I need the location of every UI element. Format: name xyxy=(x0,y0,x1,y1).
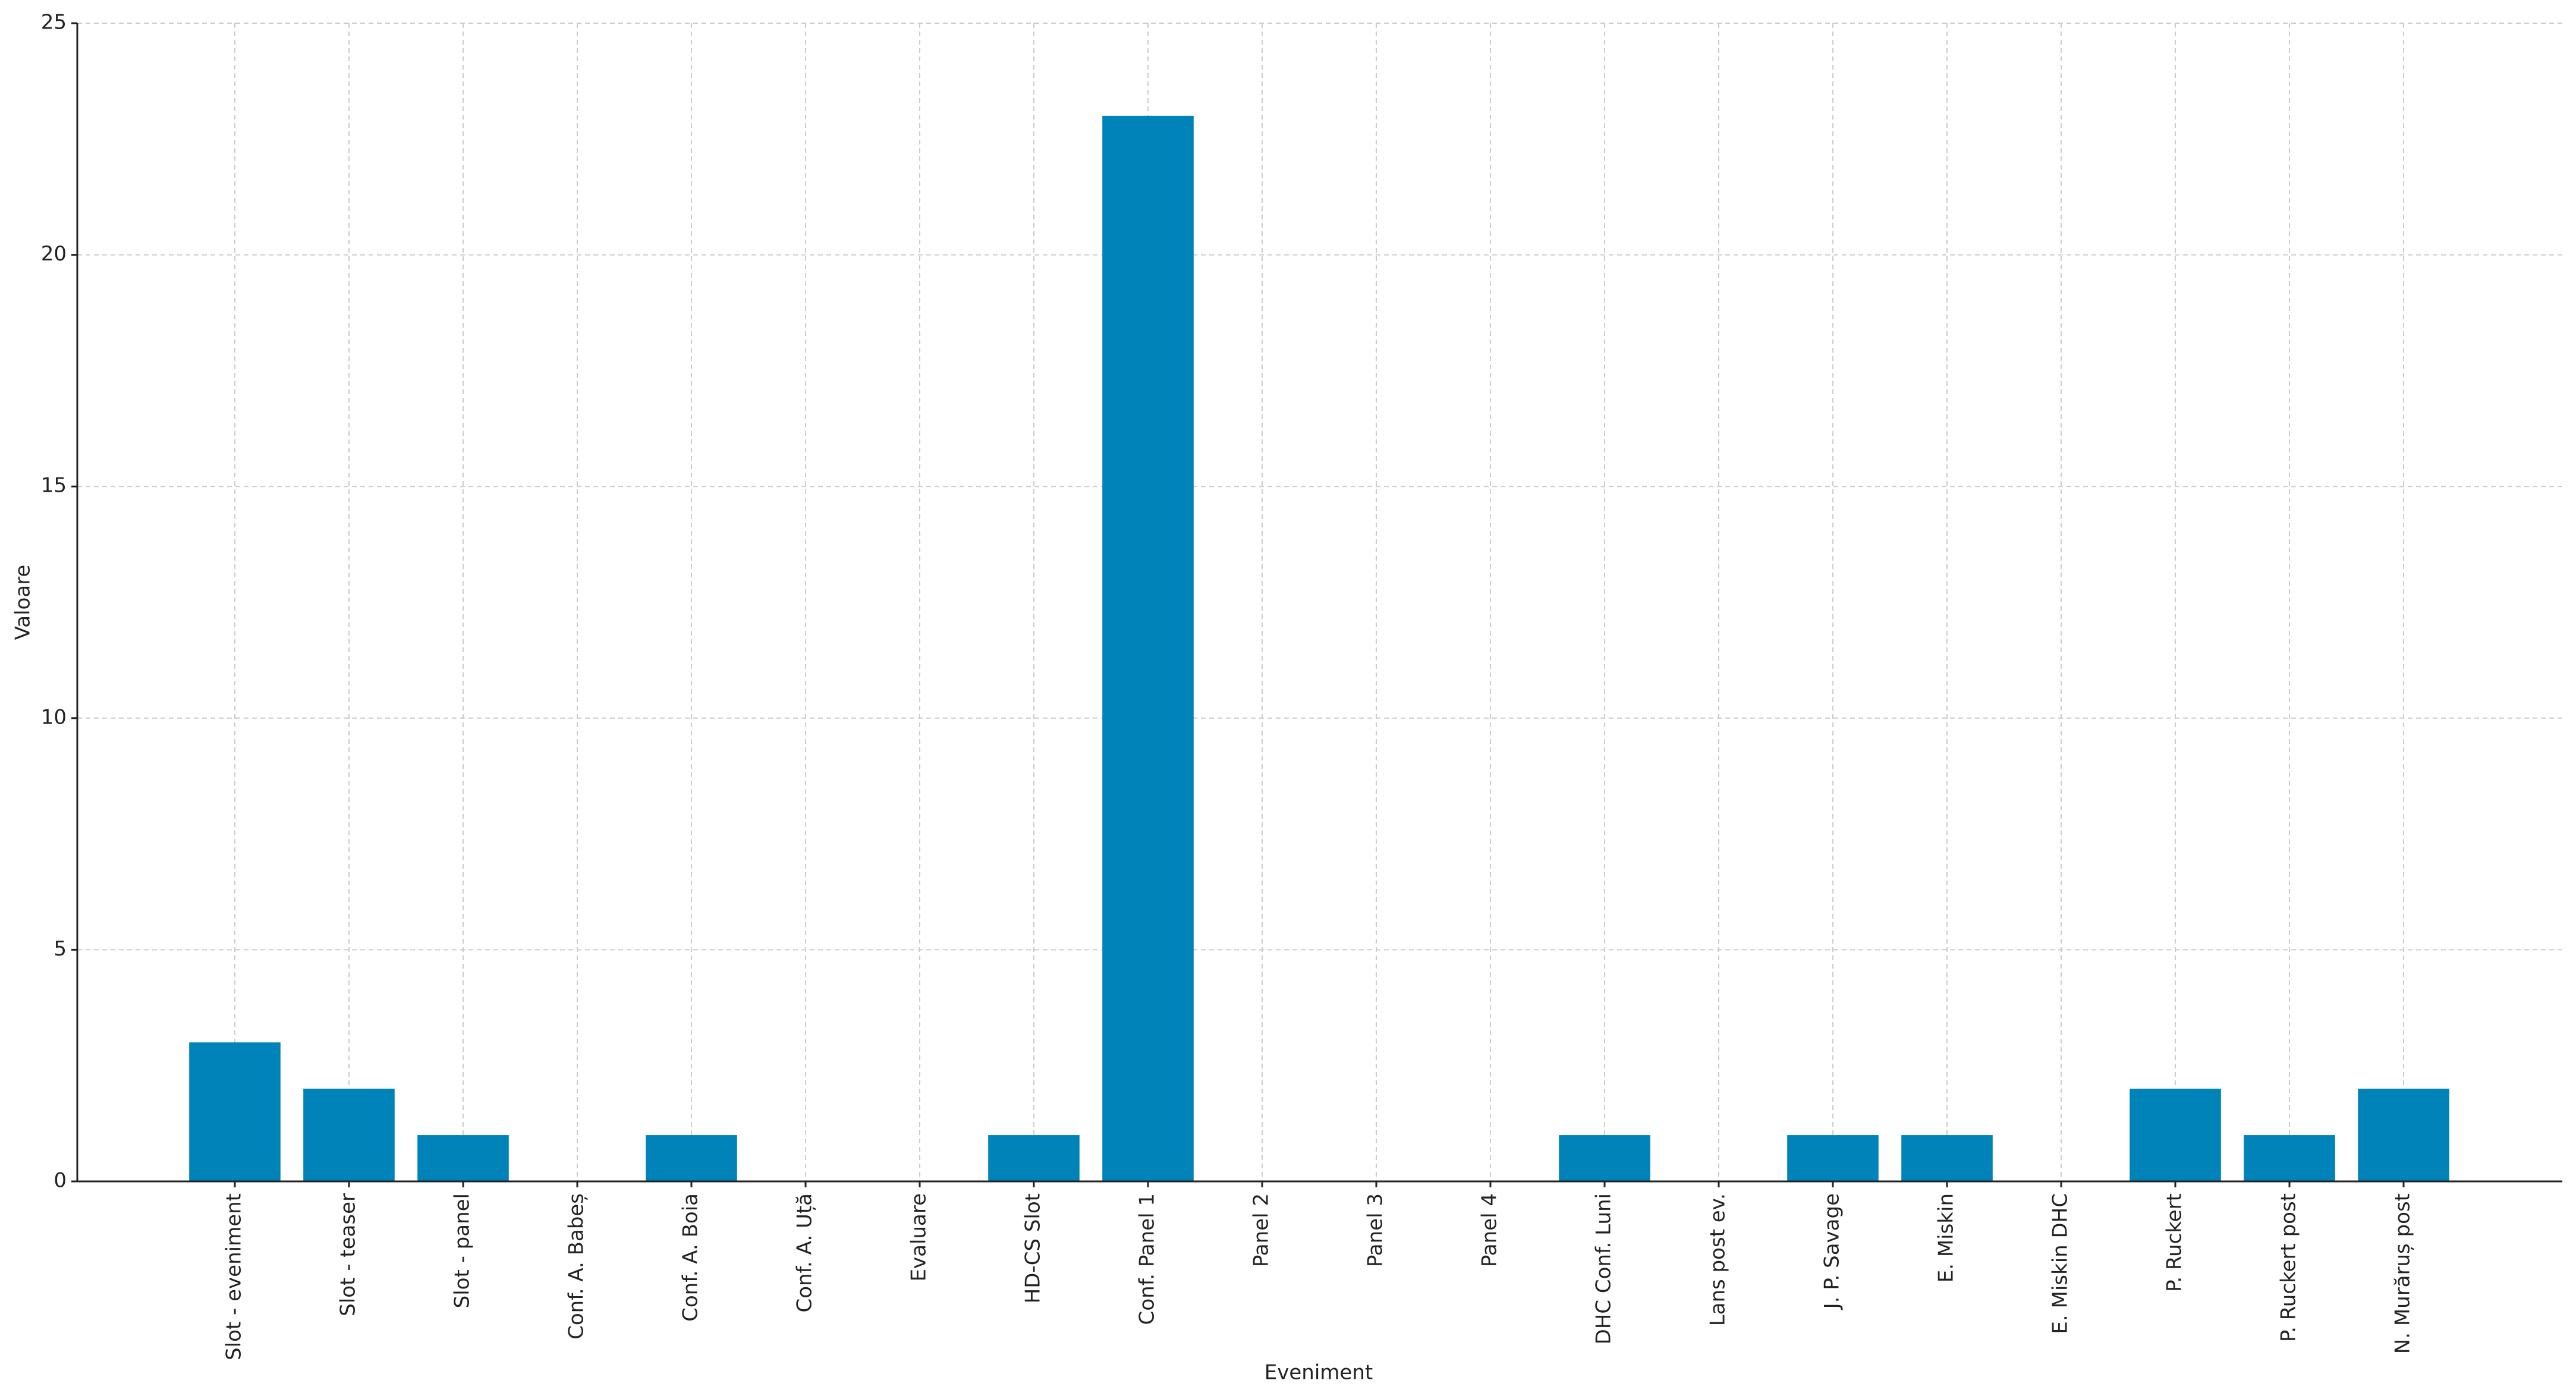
x-tick-label: Slot - teaser xyxy=(336,1193,360,1316)
x-tick-label: Panel 2 xyxy=(1250,1193,1273,1267)
bar xyxy=(2244,1135,2335,1181)
y-axis-label: Valoare xyxy=(11,565,35,640)
bar xyxy=(1787,1135,1879,1181)
bar xyxy=(303,1089,395,1181)
y-tick-label: 15 xyxy=(41,474,67,498)
bar xyxy=(1901,1135,1993,1181)
y-tick-label: 20 xyxy=(41,242,67,266)
x-tick-label: P. Ruckert post xyxy=(2277,1193,2301,1342)
bar xyxy=(417,1135,509,1181)
y-tick-label: 25 xyxy=(41,11,67,34)
y-tick-label: 0 xyxy=(54,1169,67,1193)
x-tick-label: Conf. A. Uță xyxy=(793,1193,817,1313)
x-tick-label: E. Miskin DHC xyxy=(2049,1193,2072,1334)
x-tick-label: Slot - panel xyxy=(451,1193,474,1308)
bar xyxy=(189,1042,281,1181)
y-tick-label: 10 xyxy=(41,705,67,729)
bar xyxy=(646,1135,737,1181)
bar xyxy=(2358,1089,2449,1181)
x-tick-label: Lans post ev. xyxy=(1706,1193,1730,1326)
x-tick-label: E. Miskin xyxy=(1935,1193,1958,1282)
x-tick-label: Conf. A. Boia xyxy=(679,1193,703,1322)
x-tick-label: Panel 4 xyxy=(1478,1193,1502,1267)
x-tick-label: Conf. Panel 1 xyxy=(1136,1193,1159,1325)
x-axis-label: Eveniment xyxy=(1265,1361,1373,1385)
x-tick-label: Conf. A. Babeș xyxy=(565,1193,589,1340)
x-tick-label: Slot - eveniment xyxy=(222,1193,246,1360)
x-tick-label: N. Murăruș post xyxy=(2391,1193,2415,1354)
y-tick-label: 5 xyxy=(54,937,67,961)
x-tick-label: J. P. Savage xyxy=(1820,1193,1844,1310)
bar xyxy=(1102,115,1194,1182)
x-tick-label: P. Ruckert xyxy=(2163,1193,2187,1292)
x-tick-label: DHC Conf. Luni xyxy=(1592,1193,1616,1344)
bar xyxy=(988,1135,1080,1181)
x-tick-label: Panel 3 xyxy=(1364,1193,1388,1267)
x-tick-label: Evaluare xyxy=(907,1193,931,1281)
bar xyxy=(2130,1089,2221,1181)
x-tick-label: HD-CS Slot xyxy=(1021,1193,1045,1303)
bar xyxy=(1559,1135,1650,1181)
